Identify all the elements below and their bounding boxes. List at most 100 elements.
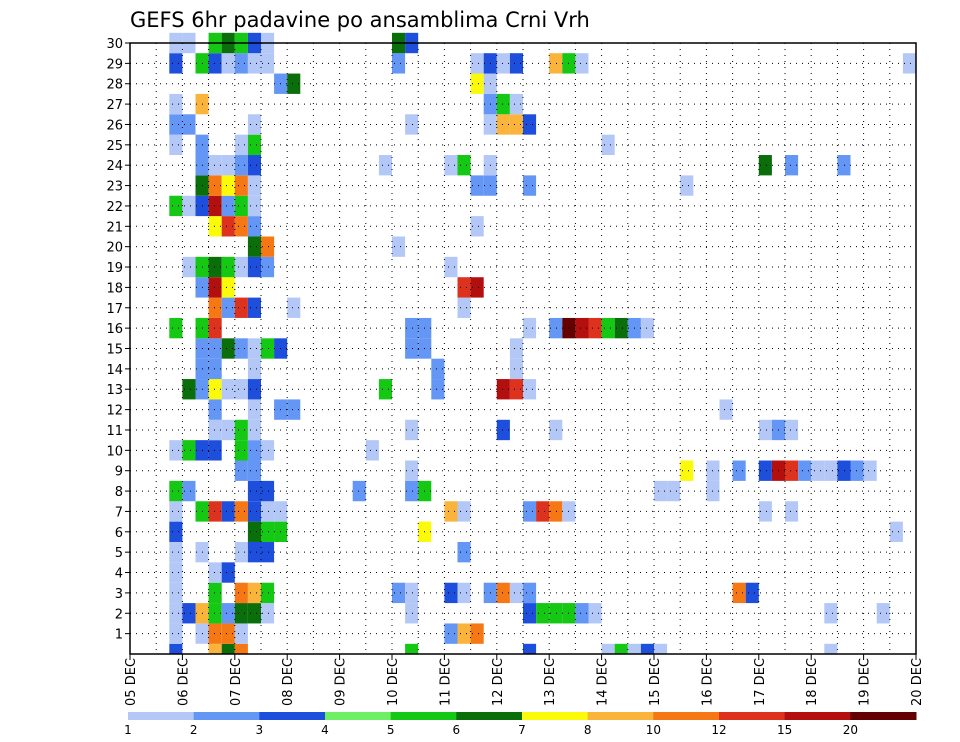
precip-cell <box>785 501 799 522</box>
precip-cell <box>640 317 654 339</box>
x-axis: 05 DEC 06 DEC 07 DEC 08 DEC 09 DEC 10 DEC 11 D… <box>124 654 925 706</box>
x-tick-label: 14 DEC <box>596 658 611 706</box>
precip-cell <box>247 297 261 318</box>
precip-cell <box>405 338 419 359</box>
precip-cell <box>247 582 261 604</box>
precip-cell <box>247 236 261 257</box>
y-tick-label: 17 <box>106 302 123 317</box>
y-tick-label: 8 <box>115 485 123 500</box>
precip-cell <box>575 53 589 74</box>
precip-cell <box>247 521 261 542</box>
x-tick-label: 16 DEC <box>700 658 715 706</box>
precip-cell <box>234 440 248 461</box>
precip-cell <box>496 379 510 400</box>
colorbar-label: 15 <box>777 723 792 737</box>
colorbar-label: 10 <box>646 723 661 737</box>
precip-cell <box>732 460 746 481</box>
precip-cell <box>247 338 261 359</box>
colorbar-swatch <box>128 712 195 720</box>
precip-cell <box>221 175 235 196</box>
colorbar-swatch <box>850 712 917 720</box>
x-tick-label: 06 DEC <box>176 658 191 706</box>
precip-cell <box>470 53 484 74</box>
y-tick-label: 22 <box>106 200 123 215</box>
precip-cell <box>287 297 301 318</box>
precip-cell <box>247 541 261 563</box>
colorbar-label: 12 <box>711 723 726 737</box>
precip-cell <box>614 317 628 339</box>
precip-cell <box>798 460 812 481</box>
y-tick-label: 1 <box>115 628 123 643</box>
precip-cell <box>261 53 275 74</box>
precip-cell <box>247 358 261 380</box>
y-tick-label: 15 <box>106 343 123 358</box>
precip-cell <box>509 93 523 115</box>
precip-cell <box>169 541 183 563</box>
y-tick-label: 28 <box>106 78 123 93</box>
precip-cell <box>457 582 471 604</box>
precip-cell <box>405 643 419 654</box>
precip-cell <box>221 643 235 654</box>
precip-cell <box>208 582 222 604</box>
precip-cell <box>444 501 458 522</box>
precip-cell <box>169 521 183 542</box>
precip-cell <box>496 93 510 115</box>
precip-cell <box>496 582 510 604</box>
precip-cell <box>234 582 248 604</box>
x-tick-label: 05 DEC <box>124 658 139 706</box>
precip-cell <box>169 134 183 156</box>
precip-cell <box>719 399 733 420</box>
precip-cell <box>208 277 222 298</box>
precip-cell <box>221 379 235 400</box>
precip-cell <box>208 338 222 359</box>
precip-cell <box>405 582 419 604</box>
precip-cell <box>247 501 261 522</box>
precip-cell <box>405 114 419 135</box>
precip-cell <box>234 623 248 644</box>
precip-cell <box>208 399 222 420</box>
colorbar: 1 2 3 4 5 6 7 8 10 12 15 20 <box>124 712 917 737</box>
x-tick-label: 15 DEC <box>648 658 663 706</box>
precip-cell <box>208 501 222 522</box>
precip-cell <box>234 501 248 522</box>
precip-cell <box>509 53 523 74</box>
precip-cell <box>234 460 248 481</box>
precip-cell <box>785 460 799 481</box>
colorbar-swatch <box>719 712 786 720</box>
precip-cell <box>758 155 772 176</box>
y-tick-label: 3 <box>115 587 123 602</box>
precip-cell <box>247 256 261 278</box>
colorbar-label: 2 <box>190 723 198 737</box>
precip-cell <box>208 256 222 278</box>
precip-cell <box>405 480 419 502</box>
precip-cell <box>234 338 248 359</box>
precip-cell <box>405 317 419 339</box>
colorbar-swatch <box>259 712 326 720</box>
precip-cell <box>509 338 523 359</box>
precip-cell <box>444 582 458 604</box>
precip-cell <box>378 155 392 176</box>
precip-cell <box>732 582 746 604</box>
precip-cell <box>457 623 471 644</box>
y-tick-label: 27 <box>106 98 123 113</box>
y-tick-label: 16 <box>106 322 123 337</box>
precip-cell <box>208 643 222 654</box>
precip-cell <box>588 603 602 624</box>
precip-cell <box>758 460 772 481</box>
precip-cell <box>837 155 851 176</box>
precip-cell <box>509 114 523 135</box>
precip-cell <box>234 195 248 217</box>
precip-cell <box>523 501 537 522</box>
precip-cell <box>654 480 668 502</box>
y-tick-label: 18 <box>106 281 123 296</box>
precip-cell <box>182 603 196 624</box>
precip-cell <box>496 419 510 441</box>
precip-cell <box>234 419 248 441</box>
precip-cell <box>234 175 248 196</box>
y-tick-label: 11 <box>106 424 123 439</box>
precip-cell <box>182 480 196 502</box>
precip-cell <box>824 460 838 481</box>
precip-cell <box>431 379 445 400</box>
precip-cell <box>431 358 445 380</box>
precip-cell <box>680 175 694 196</box>
